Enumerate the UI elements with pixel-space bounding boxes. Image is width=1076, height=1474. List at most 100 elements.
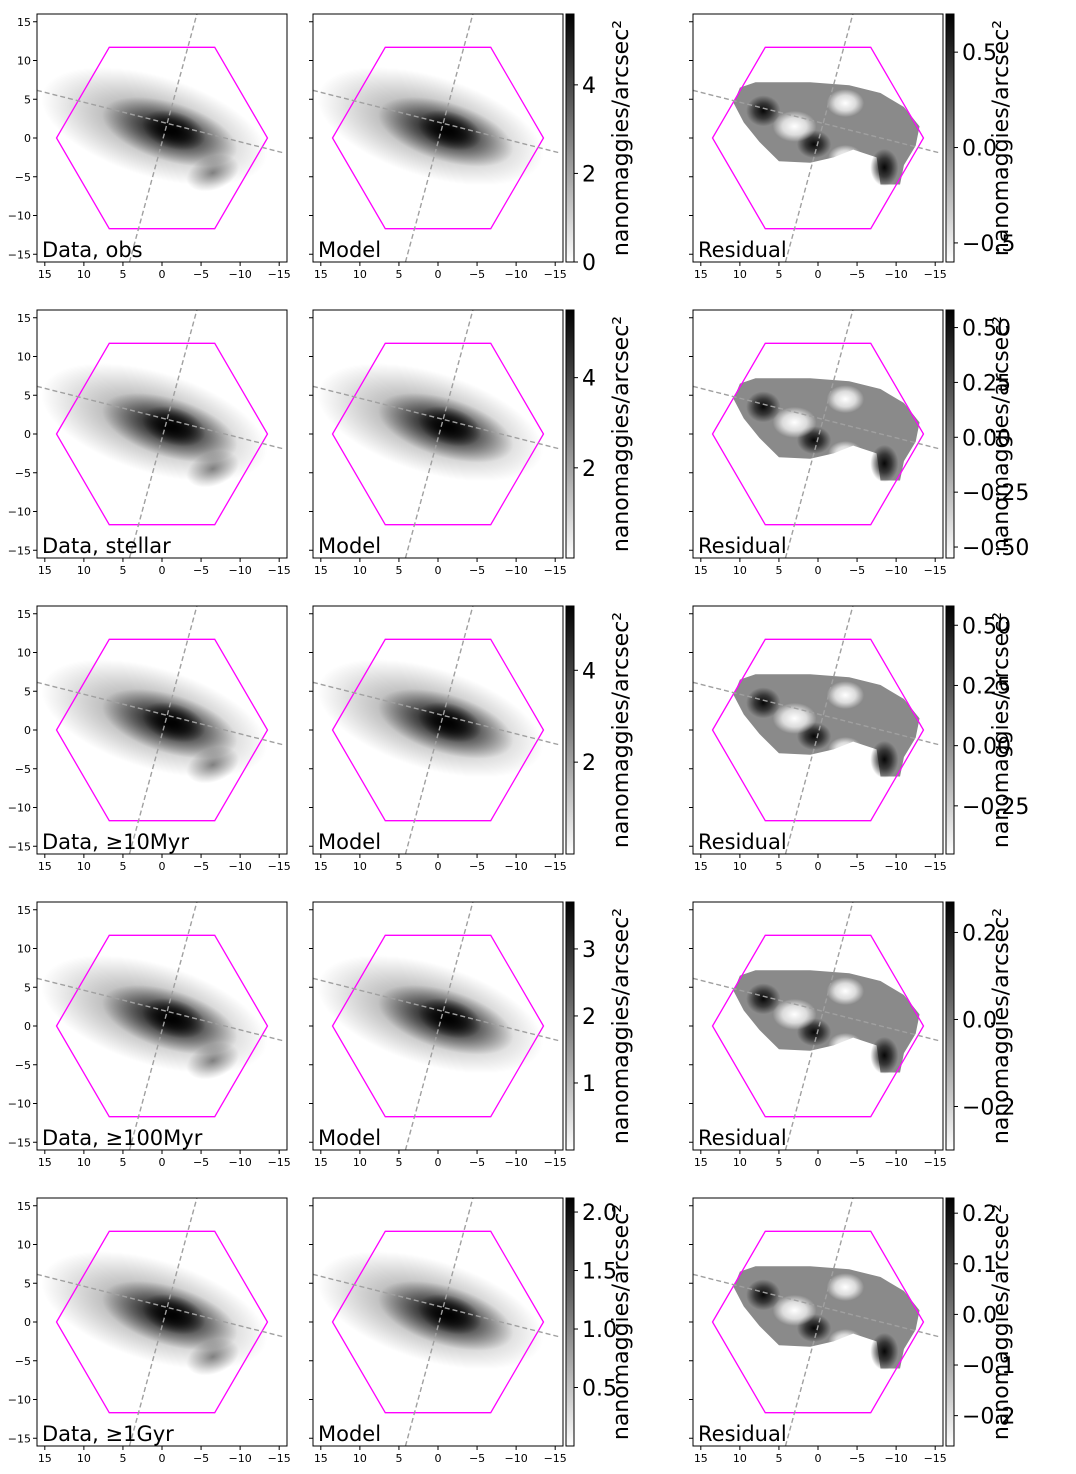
x-tick-label: 0: [815, 564, 822, 577]
x-tick-label: −10: [885, 1452, 908, 1465]
x-tick-label: −15: [544, 564, 567, 577]
residual-image: [693, 310, 940, 558]
x-tick-label: −5: [849, 1452, 865, 1465]
x-tick-label: 10: [733, 1452, 747, 1465]
residual-colorbar-label: nanomaggies/arcsec²: [989, 20, 1014, 256]
model-colorbar-bar: [565, 309, 575, 559]
x-tick-label: 10: [353, 1156, 367, 1169]
ifu-hexagon: [711, 934, 925, 1118]
x-tick-label: −5: [849, 860, 865, 873]
residual-panel-label: Residual: [698, 238, 787, 262]
x-tick-label: 15: [314, 268, 328, 281]
y-tick-label: 15: [17, 16, 31, 29]
x-tick-label: 0: [159, 268, 166, 281]
residual-colorbar-tick-label: 0.00: [962, 735, 1011, 760]
model-colorbar-tick-label: 4: [582, 367, 596, 392]
y-tick-label: 15: [17, 312, 31, 325]
ifu-hexagon: [331, 934, 545, 1118]
residual-colorbar-tick-label: −0.1: [962, 1354, 1015, 1379]
residual-peak: [746, 391, 781, 423]
residual-colorbar-label: nanomaggies/arcsec²: [989, 316, 1014, 552]
major-axis-line: [313, 1273, 560, 1338]
model-colorbar-tick-label: 2: [582, 457, 596, 482]
residual-colorbar-bar: [945, 1197, 955, 1447]
x-tick-label: 15: [38, 268, 52, 281]
residual-colorbar-tick-label: −0.25: [962, 481, 1029, 506]
minor-axis-line: [784, 1198, 854, 1446]
ifu-hexagon: [331, 638, 545, 822]
model-colorbar-tick-label: 2: [582, 162, 596, 187]
residual-peak: [870, 1036, 899, 1075]
x-tick-label: −15: [268, 1452, 291, 1465]
x-tick-label: −5: [193, 1452, 209, 1465]
x-tick-label: 15: [38, 564, 52, 577]
x-tick-label: −10: [229, 860, 252, 873]
y-tick-label: 15: [17, 608, 31, 621]
model-colorbar-tick-label: 0.5: [582, 1377, 617, 1402]
major-axis-line: [37, 385, 284, 450]
x-tick-label: 10: [77, 1156, 91, 1169]
residual-peak: [870, 148, 899, 187]
minor-axis-line: [128, 902, 198, 1150]
major-axis-line: [313, 681, 560, 746]
x-tick-label: −5: [849, 1156, 865, 1169]
data-image: [37, 902, 284, 1150]
ifu-hexagon: [55, 934, 269, 1118]
model-image: [313, 902, 560, 1150]
model-image: [313, 606, 560, 854]
minor-axis-line: [404, 606, 474, 854]
residual-peak: [746, 1279, 781, 1311]
x-tick-label: −15: [268, 564, 291, 577]
model-panel: 15 10 5 0 −5 −10 −15 Model: [309, 13, 567, 281]
residual-panel-label: Residual: [698, 1422, 787, 1446]
residual-trough: [828, 144, 863, 170]
residual-trough: [826, 977, 865, 1006]
x-tick-label: 5: [119, 1452, 126, 1465]
row-3: 15 10 5 0 −5 −10 −15 15 10 5 0 −5 −10 −15 Data, ≥10Myr…: [8, 605, 1029, 873]
y-tick-label: −5: [15, 1355, 31, 1368]
x-tick-label: 15: [314, 1452, 328, 1465]
model-colorbar-bar: [565, 605, 575, 855]
x-tick-label: −15: [268, 860, 291, 873]
x-tick-label: 5: [119, 860, 126, 873]
data-panel: 15 10 5 0 −5 −10 −15 15 10 5 0 −5 −10 −15 Data, ≥100My…: [8, 901, 291, 1169]
galaxy-nucleus: [141, 110, 206, 151]
residual-panel-label: Residual: [698, 1126, 787, 1150]
y-tick-label: −15: [8, 1136, 31, 1149]
model-colorbar-label: nanomaggies/arcsec²: [609, 908, 634, 1144]
model-colorbar-tick-label: 0: [582, 251, 596, 276]
model-colorbar-bar: [565, 13, 575, 263]
x-tick-label: 5: [775, 564, 782, 577]
residual-colorbar-tick-label: 0.2: [962, 1202, 997, 1227]
x-tick-label: 15: [694, 268, 708, 281]
x-tick-label: 0: [435, 860, 442, 873]
major-axis-line: [693, 89, 940, 154]
x-tick-label: 5: [775, 1156, 782, 1169]
x-tick-label: 5: [119, 564, 126, 577]
data-image: [37, 14, 284, 262]
residual-colorbar-tick-label: 0.0: [962, 137, 997, 162]
model-colorbar-tick-label: 2: [582, 1005, 596, 1030]
x-tick-label: 0: [815, 1452, 822, 1465]
galaxy-nucleus: [417, 1294, 482, 1335]
model-colorbar-label: nanomaggies/arcsec²: [609, 20, 634, 256]
x-tick-label: −5: [469, 1452, 485, 1465]
data-panel: 15 10 5 0 −5 −10 −15 15 10 5 0 −5 −10 −15 Data, obs: [8, 13, 291, 281]
x-tick-label: 5: [395, 1156, 402, 1169]
residual-colorbar-tick-label: 0.0: [962, 1303, 997, 1328]
x-tick-label: −5: [193, 860, 209, 873]
residual-image: [693, 902, 940, 1150]
residual-colorbar-bar: [945, 901, 955, 1151]
data-panel-label: Data, obs: [42, 238, 143, 262]
model-image: [313, 310, 560, 558]
x-tick-label: 15: [694, 1452, 708, 1465]
x-tick-label: −10: [229, 564, 252, 577]
y-tick-label: −10: [8, 506, 31, 519]
major-axis-line: [313, 977, 560, 1042]
ifu-hexagon: [711, 1230, 925, 1414]
minor-axis-line: [128, 310, 198, 558]
y-tick-label: 0: [24, 1020, 31, 1033]
x-tick-label: −10: [505, 564, 528, 577]
